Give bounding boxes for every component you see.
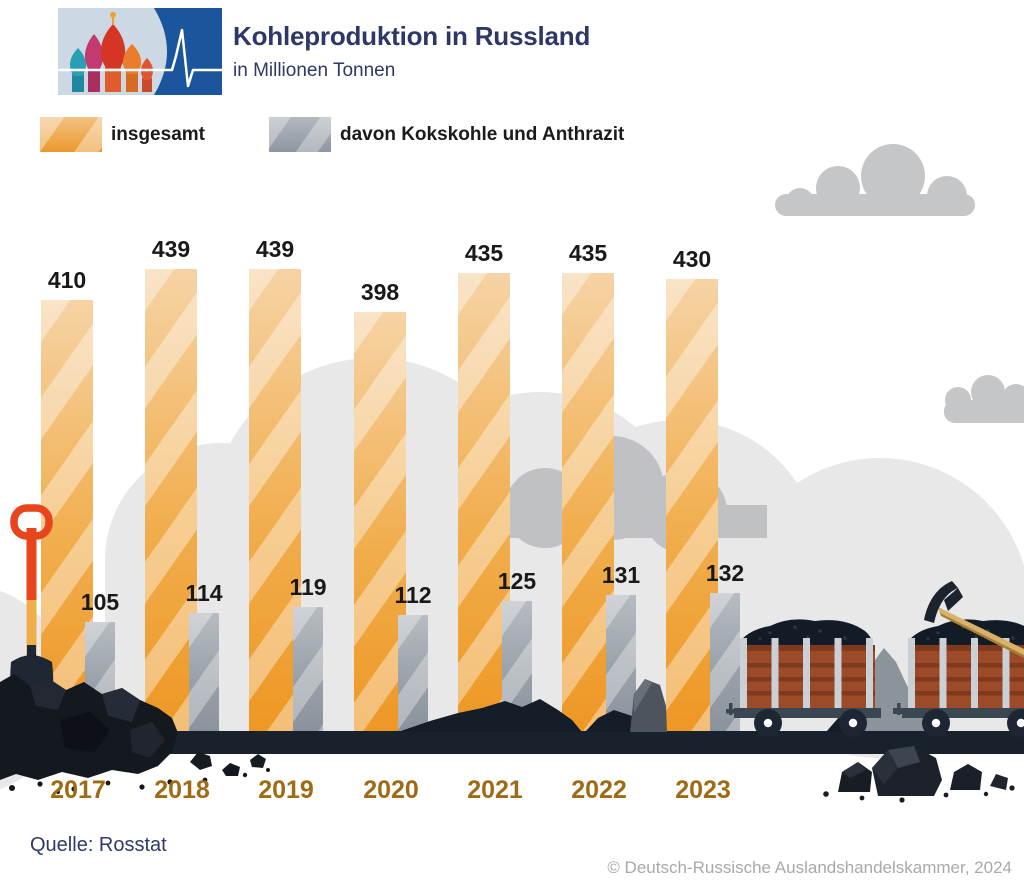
total-value-label: 439 <box>151 236 191 262</box>
coking-value-label: 131 <box>601 562 641 588</box>
coal-wagon-icon <box>726 619 881 737</box>
year-label: 2020 <box>363 776 419 804</box>
year-label: 2018 <box>154 776 210 804</box>
year-label: 2019 <box>258 776 314 804</box>
legend-swatch-total <box>40 117 102 152</box>
pickaxe-icon <box>924 581 1024 658</box>
coking-value-label: 119 <box>289 574 327 600</box>
legend-label-total: insgesamt <box>111 123 205 145</box>
coal-pile-right-icon <box>823 746 1015 803</box>
page-title: Kohleproduktion in Russland <box>233 21 591 51</box>
title-block: Kohleproduktion in Russland in Millionen… <box>233 21 591 82</box>
coking-value-label: 112 <box>394 582 432 608</box>
year-label: 2017 <box>50 776 106 804</box>
year-label: 2021 <box>467 776 523 804</box>
coking-value-label: 105 <box>80 589 120 615</box>
coking-bar <box>398 615 428 733</box>
source-note: Quelle: Rosstat <box>30 834 167 856</box>
years-row: 2017 2018 2019 2020 2021 2022 2023 <box>0 776 1024 810</box>
total-value-label: 430 <box>672 246 712 272</box>
total-bar <box>562 273 614 733</box>
year-label: 2023 <box>675 776 731 804</box>
logo <box>56 8 224 95</box>
total-bar <box>249 269 301 733</box>
total-value-label: 410 <box>47 267 87 293</box>
total-bar <box>354 312 406 733</box>
page-subtitle: in Millionen Tonnen <box>233 59 396 81</box>
total-value-label: 435 <box>568 240 608 266</box>
coking-bar <box>189 613 219 733</box>
pulse-icon <box>56 28 224 88</box>
right-edge-cloud-icon <box>944 375 1024 423</box>
legend-label-coking: davon Kokskohle und Anthrazit <box>339 123 625 145</box>
coal-pile-left-icon <box>0 674 270 794</box>
total-bar <box>666 279 718 733</box>
coking-bar <box>606 595 636 733</box>
total-bar <box>458 273 510 733</box>
year-label: 2022 <box>571 776 627 804</box>
top-right-cloud-icon <box>775 144 975 216</box>
coking-value-label: 132 <box>705 560 745 586</box>
total-value-label: 398 <box>360 279 400 305</box>
cathedral-icon <box>69 12 154 92</box>
coking-value-label: 125 <box>497 568 537 594</box>
total-value-label: 439 <box>255 236 295 262</box>
total-bar <box>145 269 197 733</box>
coking-value-label: 114 <box>185 580 223 606</box>
total-value-label: 435 <box>464 240 504 266</box>
legend: insgesamt davon Kokskohle und Anthrazit <box>40 117 688 152</box>
gray-rock-icon <box>630 679 667 732</box>
copyright-note: © Deutsch-Russische Auslandshandelskamme… <box>607 858 1012 877</box>
legend-swatch-coking <box>268 117 331 152</box>
coking-bar <box>293 607 323 733</box>
wagon-coupling <box>893 708 911 714</box>
